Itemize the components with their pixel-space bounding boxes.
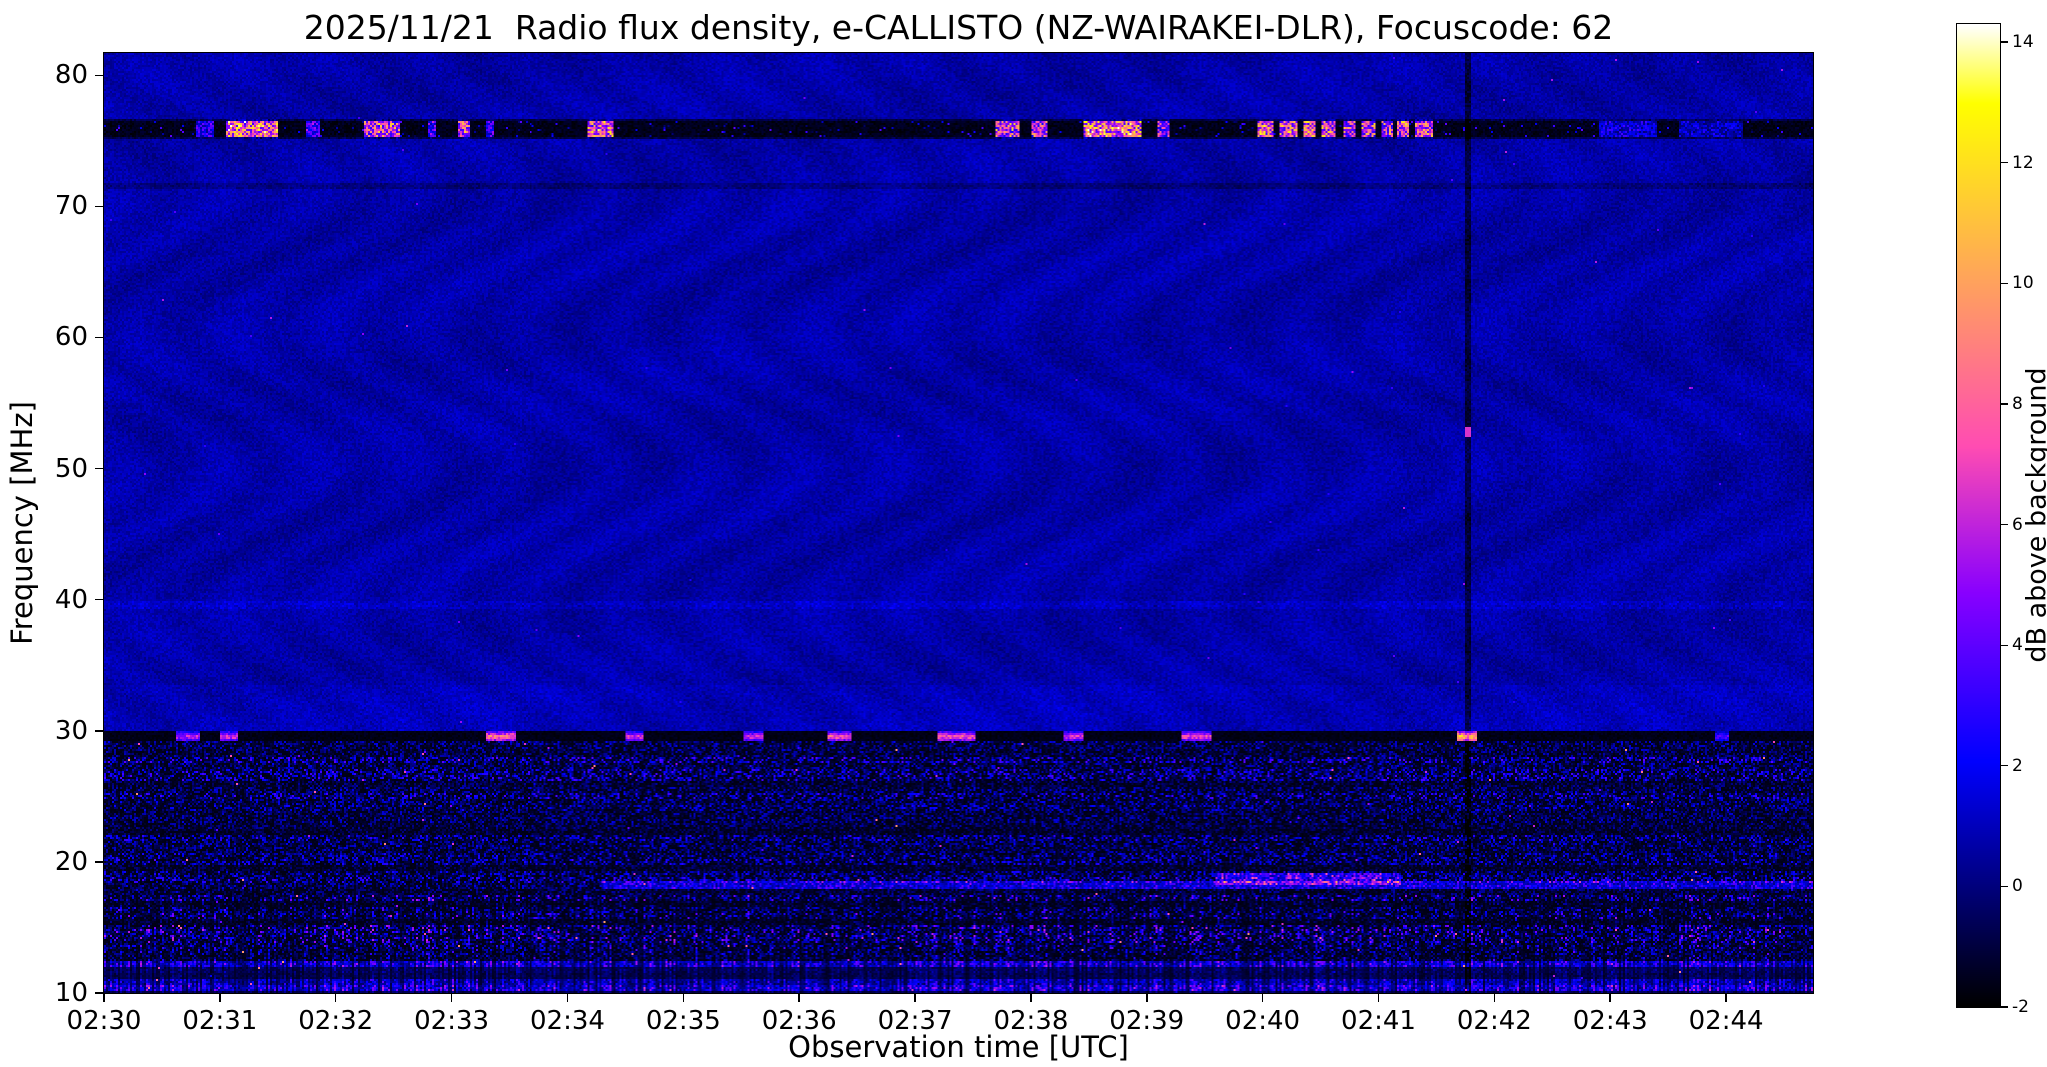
x-tick-label: 02:32 [298, 1006, 374, 1036]
y-tick-mark [95, 205, 104, 208]
x-tick-mark [450, 993, 453, 1002]
colorbar-tick-mark [2001, 765, 2008, 767]
colorbar-label: dB above background [2021, 367, 2047, 663]
colorbar-tick-label: 14 [2012, 32, 2034, 53]
y-tick-label: 40 [54, 584, 88, 615]
y-tick-label: 70 [54, 191, 88, 222]
colorbar-tick-mark [2001, 885, 2008, 887]
x-tick-mark [1493, 993, 1496, 1002]
y-tick-label: 60 [54, 322, 88, 353]
x-tick-label: 02:35 [645, 1006, 721, 1036]
x-tick-mark [1261, 993, 1264, 1002]
y-tick-label: 10 [54, 978, 88, 1008]
x-tick-mark [914, 993, 916, 1002]
y-tick-label: 30 [54, 715, 88, 746]
x-tick-mark [1146, 993, 1148, 1002]
colorbar-tick-label: 12 [2012, 152, 2034, 173]
colorbar-gradient [1957, 24, 2000, 1007]
y-axis-label: Frequency [MHz] [5, 401, 39, 645]
y-tick-mark [95, 598, 104, 601]
colorbar-tick-mark [2001, 523, 2008, 526]
x-tick-label: 02:43 [1572, 1006, 1648, 1036]
y-tick-label: 50 [54, 453, 88, 484]
x-tick-mark [1725, 993, 1727, 1002]
colorbar-tick-label: 0 [2012, 876, 2023, 897]
y-tick-label: 80 [54, 60, 88, 91]
y-tick-mark [95, 992, 104, 994]
x-tick-label: 02:33 [414, 1006, 490, 1036]
x-tick-label: 02:41 [1341, 1006, 1416, 1036]
colorbar-tick-mark [2001, 644, 2008, 646]
colorbar-tick-mark [2001, 403, 2008, 405]
x-tick-label: 02:34 [529, 1006, 605, 1036]
x-tick-label: 02:30 [66, 1006, 142, 1036]
colorbar-tick-mark [2001, 282, 2008, 284]
x-tick-mark [334, 993, 337, 1002]
colorbar-tick-label: -2 [2012, 997, 2029, 1017]
x-tick-label: 02:36 [761, 1006, 837, 1036]
x-tick-mark [1377, 993, 1380, 1002]
y-tick-label: 20 [54, 846, 88, 877]
colorbar-tick-label: 6 [2012, 514, 2023, 535]
x-tick-label: 02:37 [877, 1006, 953, 1036]
y-tick-mark [95, 336, 104, 339]
y-tick-mark [95, 467, 104, 470]
x-tick-label: 02:44 [1688, 1006, 1764, 1036]
x-tick-mark [219, 993, 221, 1002]
x-tick-mark [1609, 993, 1611, 1002]
colorbar [1956, 23, 2001, 1008]
colorbar-tick-label: 8 [2012, 393, 2023, 414]
x-tick-mark [1030, 993, 1032, 1002]
x-tick-mark [103, 993, 105, 1002]
colorbar-tick-label: 4 [2012, 635, 2023, 656]
colorbar-tick-mark [2001, 162, 2008, 164]
x-tick-label: 02:38 [993, 1006, 1069, 1036]
chart-title: 2025/11/21 Radio flux density, e-CALLIST… [303, 8, 1614, 47]
colorbar-tick-label: 2 [2012, 755, 2023, 776]
y-tick-mark [95, 74, 104, 77]
spectrogram-canvas [104, 53, 1813, 993]
x-tick-label: 02:42 [1456, 1006, 1532, 1036]
x-axis-label: Observation time [UTC] [788, 1030, 1129, 1064]
colorbar-tick-mark [2001, 41, 2008, 43]
x-tick-mark [682, 993, 685, 1002]
x-tick-mark [798, 993, 800, 1002]
y-tick-mark [95, 861, 104, 863]
x-tick-label: 02:40 [1225, 1006, 1301, 1036]
x-tick-label: 02:31 [182, 1006, 258, 1036]
x-tick-label: 02:39 [1109, 1006, 1185, 1036]
x-tick-mark [566, 993, 569, 1002]
plot-area [103, 52, 1814, 994]
colorbar-tick-label: 10 [2012, 273, 2034, 294]
y-tick-mark [95, 730, 104, 732]
colorbar-tick-mark [2001, 1006, 2008, 1008]
